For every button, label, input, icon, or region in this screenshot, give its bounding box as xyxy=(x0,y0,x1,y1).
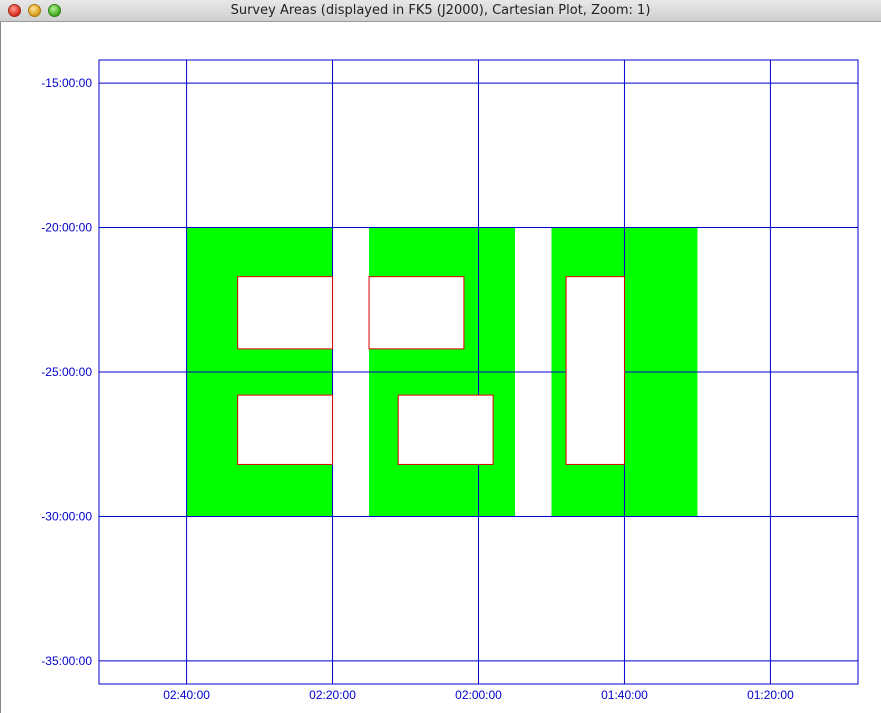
close-button[interactable] xyxy=(8,4,21,17)
plot-frame xyxy=(98,59,859,685)
x-tick-label: 02:20:00 xyxy=(309,688,356,702)
survey-hole-2 xyxy=(237,394,334,465)
survey-hole-3 xyxy=(368,276,465,350)
x-tick-label: 02:40:00 xyxy=(163,688,210,702)
x-tick-label: 01:40:00 xyxy=(601,688,648,702)
survey-hole-1 xyxy=(237,276,334,350)
survey-hole-5 xyxy=(565,276,625,465)
minimize-button[interactable] xyxy=(28,4,41,17)
y-tick-label: -20:00:00 xyxy=(41,221,92,235)
y-tick-label: -15:00:00 xyxy=(41,76,92,90)
window-left-edge xyxy=(0,22,1,713)
survey-hole-4 xyxy=(397,394,494,465)
x-tick-label: 01:20:00 xyxy=(747,688,794,702)
x-tick-label: 02:00:00 xyxy=(455,688,502,702)
y-tick-label: -30:00:00 xyxy=(41,509,92,523)
window-title: Survey Areas (displayed in FK5 (J2000), … xyxy=(230,3,651,18)
survey-plot[interactable]: -15:00:00 -20:00:00 -25:00:00 -30:00:00 -35:… xyxy=(0,22,881,713)
title-bar[interactable]: Survey Areas (displayed in FK5 (J2000), … xyxy=(0,0,881,22)
y-tick-label: -35:00:00 xyxy=(41,654,92,668)
y-tick-label: -25:00:00 xyxy=(41,365,92,379)
zoom-button[interactable] xyxy=(48,4,61,17)
